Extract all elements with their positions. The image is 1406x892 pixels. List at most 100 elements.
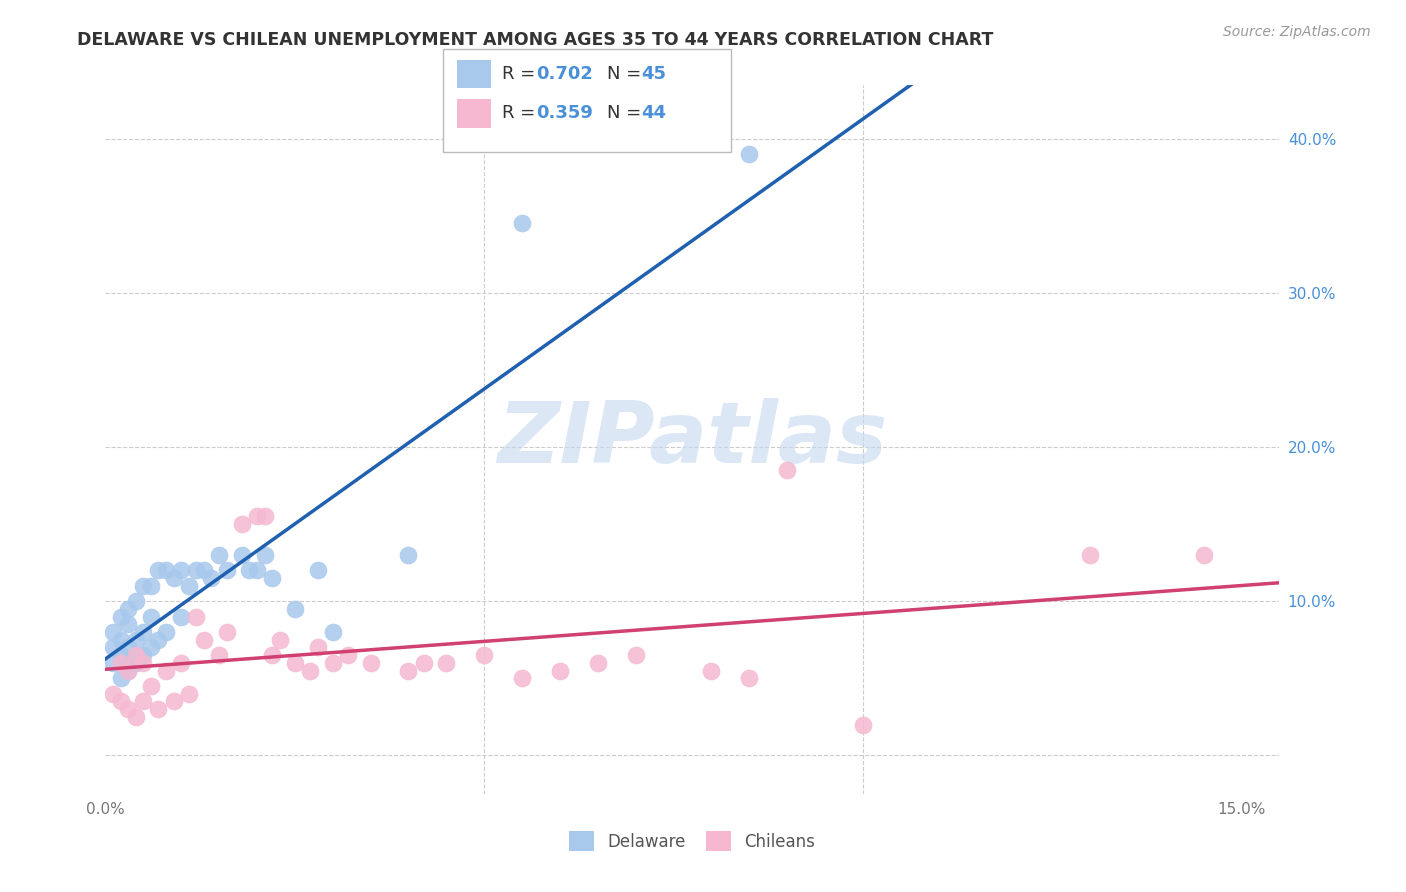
Point (139, 640, 162, 655)
Point (101, 640, 124, 655)
Text: R =: R = (502, 104, 541, 122)
Point (336, 648, 359, 662)
Point (110, 671, 132, 685)
Point (155, 563, 177, 577)
Point (307, 563, 329, 577)
Point (738, 671, 761, 685)
Point (253, 509, 276, 524)
Point (231, 517, 253, 532)
Point (200, 571, 222, 585)
Point (110, 694, 132, 708)
Point (101, 625, 124, 640)
Point (246, 509, 269, 524)
Point (307, 640, 329, 655)
Point (269, 632, 291, 647)
Point (776, 463, 799, 477)
Point (125, 656, 148, 670)
Point (117, 617, 139, 632)
Point (139, 579, 162, 593)
Point (322, 656, 344, 670)
Point (125, 710, 148, 724)
Point (110, 609, 132, 624)
Point (170, 656, 193, 670)
Point (132, 694, 155, 708)
Text: 0.359: 0.359 (536, 104, 592, 122)
Text: DELAWARE VS CHILEAN UNEMPLOYMENT AMONG AGES 35 TO 44 YEARS CORRELATION CHART: DELAWARE VS CHILEAN UNEMPLOYMENT AMONG A… (77, 31, 994, 49)
Point (155, 625, 177, 640)
Point (117, 664, 139, 678)
Point (162, 571, 184, 585)
Point (186, 609, 208, 624)
Point (139, 679, 162, 693)
Point (1078, 548, 1101, 562)
Text: R =: R = (502, 65, 541, 83)
Point (177, 579, 200, 593)
Point (472, 648, 495, 662)
Point (110, 632, 132, 647)
Point (396, 664, 419, 678)
Point (322, 625, 344, 640)
Point (132, 579, 155, 593)
Point (155, 664, 177, 678)
Point (434, 656, 457, 670)
Point (125, 594, 148, 608)
Point (148, 702, 170, 716)
Point (548, 664, 571, 678)
Text: 45: 45 (641, 65, 666, 83)
Point (110, 648, 132, 662)
Point (101, 687, 124, 701)
Point (215, 625, 238, 640)
Point (125, 632, 148, 647)
Point (510, 217, 533, 231)
Point (117, 656, 139, 670)
Point (586, 656, 609, 670)
Point (624, 648, 647, 662)
Text: 0.702: 0.702 (536, 65, 592, 83)
Point (284, 656, 307, 670)
Text: N =: N = (607, 65, 647, 83)
Point (132, 625, 155, 640)
Text: 44: 44 (641, 104, 666, 122)
Point (284, 602, 307, 616)
Point (132, 656, 155, 670)
Point (139, 609, 162, 624)
Point (412, 656, 434, 670)
Point (208, 548, 231, 562)
Point (170, 609, 193, 624)
Point (193, 632, 215, 647)
Point (110, 656, 132, 670)
Point (117, 664, 139, 678)
Point (132, 648, 155, 662)
Point (700, 664, 723, 678)
Point (238, 563, 260, 577)
Point (738, 147, 761, 161)
Point (148, 563, 170, 577)
Point (117, 640, 139, 655)
Point (208, 648, 231, 662)
Point (125, 648, 148, 662)
Point (396, 548, 419, 562)
Point (186, 563, 208, 577)
Point (162, 694, 184, 708)
Point (246, 563, 269, 577)
Legend: Delaware, Chileans: Delaware, Chileans (564, 826, 821, 856)
Point (360, 656, 382, 670)
Point (262, 571, 284, 585)
Point (215, 563, 238, 577)
Point (262, 648, 284, 662)
Point (1192, 548, 1215, 562)
Point (298, 664, 321, 678)
Text: N =: N = (607, 104, 647, 122)
Point (170, 563, 193, 577)
Point (117, 602, 139, 616)
Point (253, 548, 276, 562)
Point (117, 702, 139, 716)
Point (231, 548, 253, 562)
Point (101, 656, 124, 670)
Text: Source: ZipAtlas.com: Source: ZipAtlas.com (1223, 25, 1371, 39)
Point (193, 563, 215, 577)
Point (148, 632, 170, 647)
Point (852, 717, 875, 731)
Point (510, 671, 533, 685)
Point (177, 687, 200, 701)
